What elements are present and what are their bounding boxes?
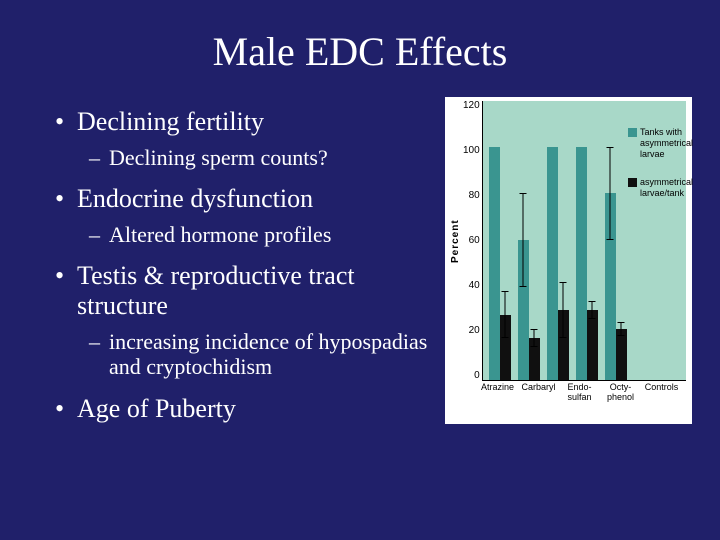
bullet-text: Testis & reproductive tract structure — [77, 261, 355, 320]
chart-plot-area: Tanks with asymmetrical larvae asymmetri… — [482, 101, 686, 381]
legend-label: asymmetrical larvae/tank — [640, 177, 688, 199]
bullet-item: Endocrine dysfunction — [55, 184, 433, 214]
bullet-subtext: Altered hormone profiles — [109, 222, 331, 247]
chart-yticks: 120 100 80 60 40 20 0 — [462, 101, 482, 381]
legend-label: Tanks with asymmetrical larvae — [640, 127, 688, 159]
bar-group — [605, 193, 627, 380]
xtick-label: Octy-phenol — [600, 383, 641, 403]
bullet-item: Age of Puberty — [55, 394, 433, 424]
xtick-label: Controls — [641, 383, 682, 403]
bar-group — [489, 147, 511, 380]
ytick: 60 — [463, 236, 480, 246]
chart-ylabel: Percent — [449, 101, 462, 381]
chart-bar — [558, 310, 569, 380]
error-bar — [523, 193, 524, 286]
bullet-list: Declining fertility Declining sperm coun… — [55, 93, 445, 424]
bar-group — [547, 147, 569, 380]
chart-bar — [605, 193, 616, 380]
legend-item: asymmetrical larvae/tank — [628, 177, 688, 199]
chart-container: Percent 120 100 80 60 40 20 0 Tanks with… — [445, 97, 692, 424]
error-bar — [592, 301, 593, 320]
ytick: 120 — [463, 101, 480, 111]
bar-group — [576, 147, 598, 380]
error-bar — [621, 322, 622, 336]
bullet-subitem: increasing incidence of hypospadias and … — [89, 329, 433, 380]
slide-title: Male EDC Effects — [0, 0, 720, 93]
xtick-label: Carbaryl — [518, 383, 559, 403]
error-bar — [534, 329, 535, 348]
legend-item: Tanks with asymmetrical larvae — [628, 127, 688, 159]
chart-bar — [518, 240, 529, 380]
chart-bar — [500, 315, 511, 380]
chart-bar — [576, 147, 587, 380]
ytick: 20 — [463, 326, 480, 336]
chart-bar — [529, 338, 540, 380]
error-bar — [610, 147, 611, 240]
ytick: 40 — [463, 281, 480, 291]
bullet-text: Age of Puberty — [77, 394, 236, 423]
bullet-text: Declining fertility — [77, 107, 264, 136]
bullet-text: Endocrine dysfunction — [77, 184, 313, 213]
chart-legend: Tanks with asymmetrical larvae asymmetri… — [628, 127, 688, 217]
error-bar — [505, 291, 506, 338]
ytick: 80 — [463, 191, 480, 201]
content-row: Declining fertility Declining sperm coun… — [0, 93, 720, 424]
bullet-subitem: Declining sperm counts? — [89, 145, 433, 170]
chart-bar — [489, 147, 500, 380]
bullet-subitem: Altered hormone profiles — [89, 222, 433, 247]
xtick-label: Endo-sulfan — [559, 383, 600, 403]
chart-xticks: AtrazineCarbarylEndo-sulfanOcty-phenolCo… — [477, 383, 682, 403]
bar-group — [518, 240, 540, 380]
bullet-item: Testis & reproductive tract structure — [55, 261, 433, 321]
legend-swatch — [628, 128, 637, 137]
error-bar — [563, 282, 564, 338]
bullet-subtext: Declining sperm counts? — [109, 145, 328, 170]
xtick-label: Atrazine — [477, 383, 518, 403]
ytick: 100 — [463, 146, 480, 156]
chart-bar — [587, 310, 598, 380]
chart-bar — [616, 329, 627, 380]
bullet-item: Declining fertility — [55, 107, 433, 137]
legend-swatch — [628, 178, 637, 187]
ytick: 0 — [463, 371, 480, 381]
chart-bar — [547, 147, 558, 380]
bullet-subtext: increasing incidence of hypospadias and … — [109, 329, 427, 379]
